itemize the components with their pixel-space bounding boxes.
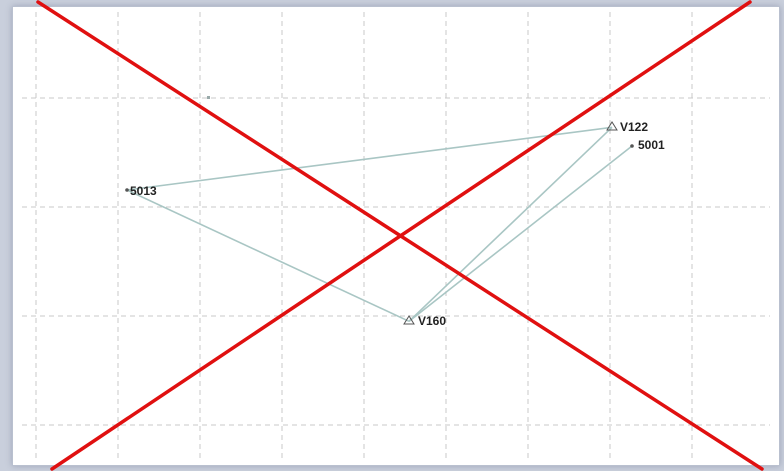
point-label: 5001 <box>638 138 665 152</box>
network-links <box>126 126 633 323</box>
node-v160[interactable]: V160 <box>403 314 446 328</box>
link-5013-v160 <box>126 189 410 323</box>
link-v160-5001 <box>408 145 633 322</box>
cross-out-line <box>50 0 752 471</box>
network-diagram-panel <box>12 6 780 466</box>
cross-out-overlay <box>36 0 764 471</box>
link-5013-v122 <box>126 126 613 191</box>
point-dot-icon <box>125 188 129 192</box>
node-v122[interactable]: V122 <box>606 120 648 134</box>
point-label: V122 <box>620 120 648 134</box>
node-5013[interactable]: 5013 <box>125 184 157 198</box>
point-dot-icon <box>630 144 634 148</box>
stray-marker <box>207 96 210 99</box>
station-triangle-icon <box>606 121 618 131</box>
point-label: V160 <box>418 314 446 328</box>
link-v160-v122 <box>408 126 613 322</box>
point-label: 5013 <box>130 184 157 198</box>
station-triangle-icon <box>403 315 415 325</box>
node-5001[interactable]: 5001 <box>630 138 665 152</box>
grid <box>22 12 770 460</box>
